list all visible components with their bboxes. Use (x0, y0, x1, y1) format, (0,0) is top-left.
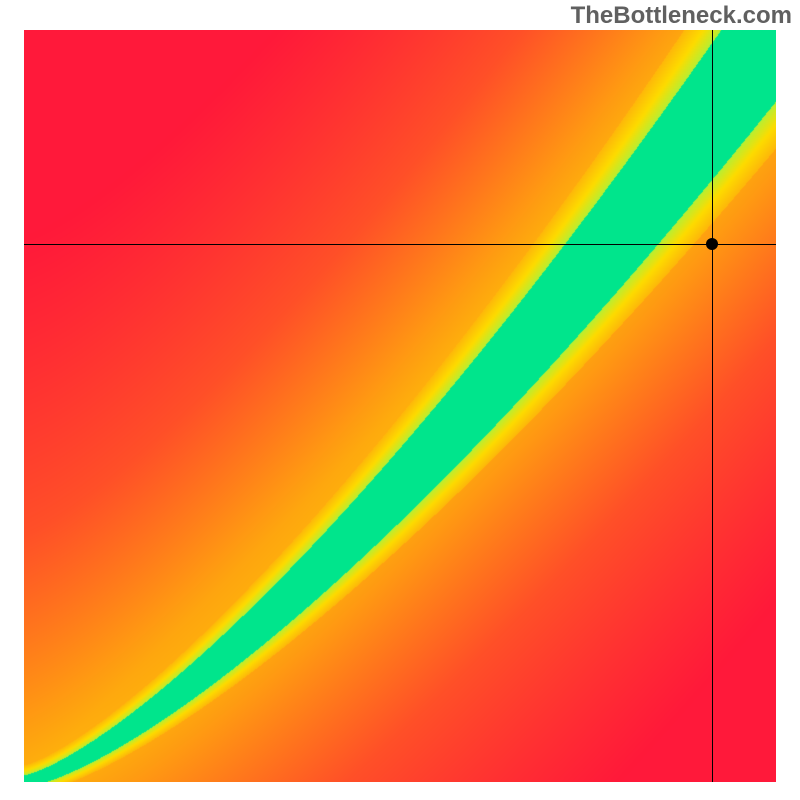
crosshair-vertical (712, 30, 713, 782)
heatmap-canvas (24, 30, 776, 782)
heatmap-plot (24, 30, 776, 782)
crosshair-horizontal (24, 244, 776, 245)
crosshair-marker (706, 238, 718, 250)
attribution-text: TheBottleneck.com (571, 2, 792, 30)
